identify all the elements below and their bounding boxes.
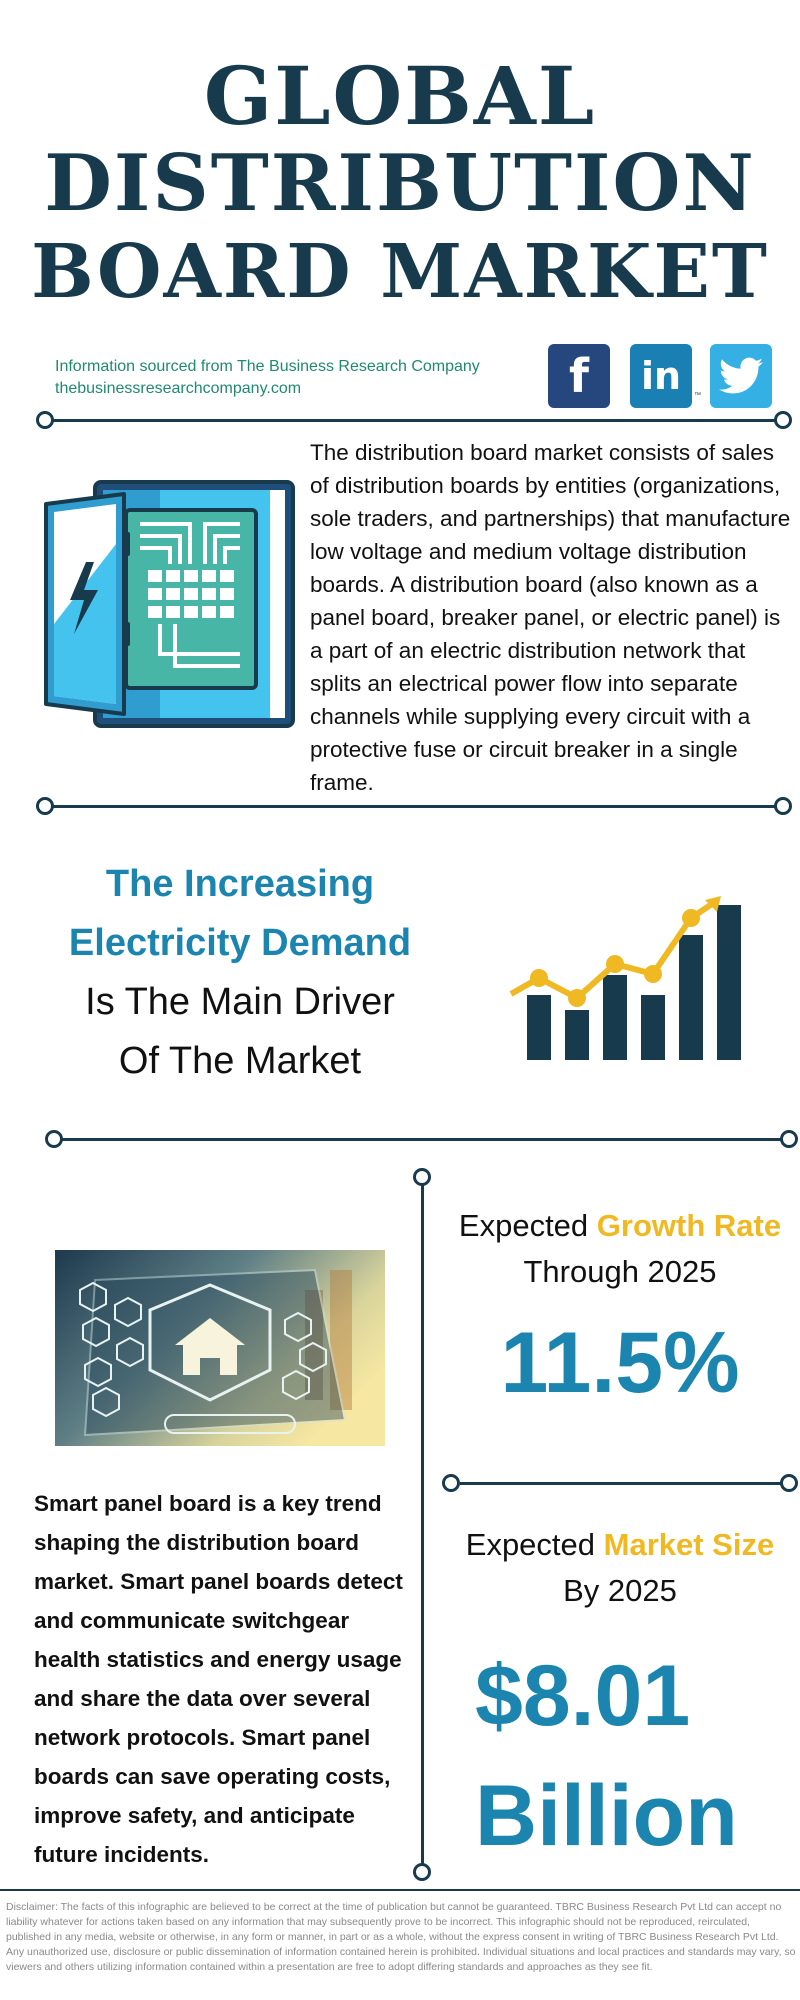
divider-3 — [55, 1138, 795, 1141]
driver-line-2: Electricity Demand — [68, 922, 412, 964]
source-text: Information sourced from The Business Re… — [55, 358, 480, 375]
driver-line-3: Is The Main Driver — [85, 981, 395, 1023]
growth-rate-prefix: Expected — [458, 1208, 597, 1243]
driver-line-4: Of The Market — [118, 1040, 362, 1082]
market-size-value: $8.01 Billion — [475, 1636, 795, 1876]
page-title: GLOBAL DISTRIBUTION BOARD MARKET — [0, 52, 800, 316]
source-info: Information sourced from The Business Re… — [55, 356, 480, 400]
divider-1-left-dot — [36, 411, 54, 429]
smart-home-image — [55, 1250, 385, 1446]
vertical-divider — [421, 1185, 424, 1865]
facebook-icon[interactable]: f — [548, 344, 610, 408]
divider-3-left-dot — [45, 1130, 63, 1148]
vertical-divider-bottom-dot — [413, 1863, 431, 1881]
market-size-prefix: Expected — [465, 1527, 604, 1562]
title-line-2: DISTRIBUTION — [44, 138, 756, 229]
driver-line-1: The Increasing — [105, 863, 375, 905]
divider-2 — [44, 805, 784, 808]
growth-rate-highlight: Growth Rate — [596, 1208, 782, 1243]
divider-2-left-dot — [36, 797, 54, 815]
facebook-glyph: f — [568, 349, 589, 403]
divider-4 — [460, 1482, 790, 1485]
divider-2-right-dot — [774, 797, 792, 815]
divider-1 — [44, 419, 784, 422]
market-size-amount: $8.01 — [475, 1648, 691, 1744]
growth-rate-value: 11.5% — [500, 1315, 740, 1411]
growth-chart-icon — [509, 896, 741, 1060]
divider-3-right-dot — [780, 1130, 798, 1148]
disclaimer-text: Disclaimer: The facts of this infographi… — [6, 1901, 796, 1973]
divider-1-right-dot — [774, 411, 792, 429]
market-description: The distribution board market consists o… — [310, 440, 791, 795]
twitter-icon[interactable] — [710, 344, 772, 408]
market-size-period: By 2025 — [563, 1573, 677, 1608]
title-line-1: GLOBAL — [203, 49, 597, 143]
linkedin-glyph: in — [640, 354, 682, 398]
linkedin-icon[interactable]: in — [630, 344, 692, 408]
divider-4-right-dot — [780, 1474, 798, 1492]
title-line-3: BOARD MARKET — [31, 229, 769, 315]
footer-divider — [0, 1889, 800, 1891]
market-size-label: Expected Market Size By 2025 — [440, 1522, 800, 1614]
source-website-link[interactable]: thebusinessresearchcompany.com — [55, 380, 302, 397]
distribution-board-illustration — [44, 480, 295, 728]
linkedin-trademark: ™ — [694, 392, 701, 399]
market-size-unit: Billion — [475, 1768, 738, 1864]
smart-panel-trend-text: Smart panel board is a key trend shaping… — [34, 1491, 403, 1867]
twitter-bird-icon — [719, 357, 763, 394]
growth-rate-label: Expected Growth Rate Through 2025 — [440, 1203, 800, 1295]
vertical-divider-top-dot — [413, 1168, 431, 1186]
divider-4-left-dot — [442, 1474, 460, 1492]
market-size-highlight: Market Size — [603, 1527, 775, 1562]
growth-rate-period: Through 2025 — [523, 1254, 717, 1289]
market-driver-heading: The Increasing Electricity Demand Is The… — [40, 855, 440, 1091]
